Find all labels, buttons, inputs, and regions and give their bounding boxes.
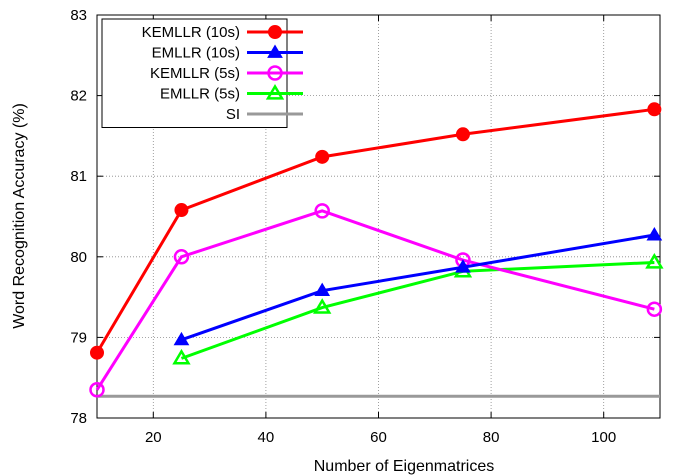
axis-ticks: 20 40 60 80 100 78 79 80 81 82 83 [70, 7, 660, 446]
series-kemllr-5s [89, 203, 663, 398]
legend-marker-emllr-10s [267, 44, 283, 58]
x-tick-label: 20 [145, 429, 162, 446]
data-point-emllr-5s [172, 348, 191, 365]
legend-label-emllr-5s: EMLLR (5s) [160, 86, 240, 103]
series-line-kemllr-5s [95, 209, 655, 391]
y-tick-label: 80 [70, 249, 87, 266]
data-point-emllr-5s [313, 298, 332, 314]
data-point-kemllr-10s [647, 102, 662, 117]
legend-label-kemllr-5s: KEMLLR (5s) [150, 65, 240, 82]
data-point-emllr-10s [646, 227, 663, 241]
data-point-kemllr-5s [173, 249, 190, 265]
legend: KEMLLR (10s) EMLLR (10s) KEMLLR (5s) EMLLR … [101, 18, 303, 128]
data-point-kemllr-10s [315, 149, 330, 164]
data-point-kemllr-5s [314, 203, 330, 219]
x-tick-label: 80 [483, 429, 500, 446]
y-tick-label: 81 [70, 168, 87, 185]
data-point-emllr-10s [314, 282, 331, 297]
legend-marker-emllr-5s [265, 84, 285, 100]
legend-label-si: SI [226, 106, 240, 123]
series-line-emllr-5s [180, 260, 655, 360]
x-tick-label: 100 [591, 429, 616, 446]
series-emllr-5s [172, 252, 664, 365]
x-tick-label: 40 [258, 429, 275, 446]
y-tick-label: 79 [70, 329, 87, 346]
y-tick-label: 82 [70, 88, 87, 105]
data-point-kemllr-10s [455, 127, 470, 142]
data-point-kemllr-10s [174, 203, 189, 218]
y-tick-label: 78 [70, 410, 87, 427]
x-axis-label: Number of Eigenmatrices [314, 458, 495, 475]
data-point-emllr-10s [455, 259, 471, 273]
series-kemllr-10s [90, 102, 662, 360]
series-line-emllr-10s [180, 233, 655, 342]
x-tick-label: 60 [370, 429, 387, 446]
series-layer [89, 102, 664, 398]
legend-marker-kemllr-5s [267, 65, 283, 81]
legend-label-emllr-10s: EMLLR (10s) [152, 45, 240, 62]
data-point-emllr-10s [173, 331, 190, 346]
data-point-emllr-5s [645, 252, 664, 269]
series-emllr-10s [173, 227, 663, 346]
data-point-kemllr-5s [646, 301, 663, 317]
data-point-kemllr-5s [89, 382, 105, 398]
legend-marker-kemllr-10s [268, 25, 282, 39]
legend-label-kemllr-10s: KEMLLR (10s) [142, 24, 240, 41]
data-point-kemllr-10s [90, 345, 104, 360]
y-tick-label: 83 [70, 7, 87, 24]
y-axis-label: Word Recognition Accuracy (%) [11, 103, 28, 329]
